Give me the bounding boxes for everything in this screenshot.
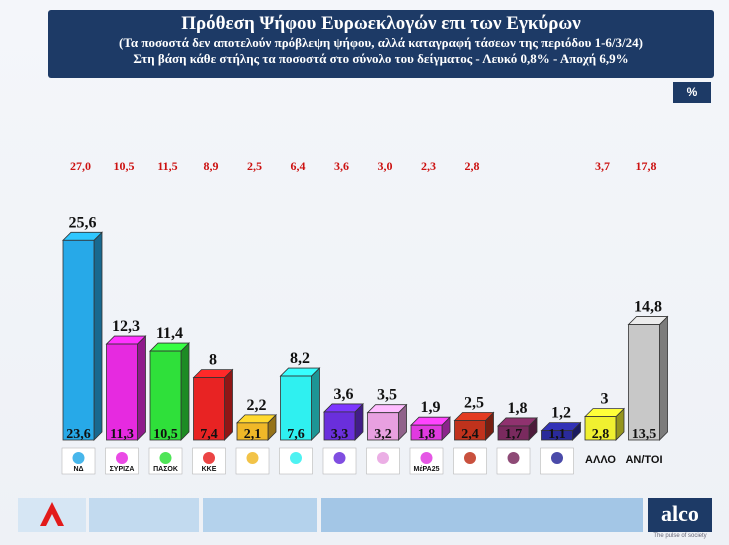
brand-logo: alco <box>648 498 712 532</box>
bar-base-label-10: 1,7 <box>505 427 523 442</box>
chart-header: Πρόθεση Ψήφου Ευρωεκλογών επι των Εγκύρω… <box>48 10 714 78</box>
bar-1 <box>106 343 138 441</box>
prev-value-label-8: 2,3 <box>421 159 436 173</box>
prev-value-label-7: 3,0 <box>378 159 393 173</box>
bar-side-0 <box>93 231 103 441</box>
bar-6 <box>323 411 356 441</box>
prev-value-label-3: 8,9 <box>204 159 219 173</box>
party-logo-icon-1 <box>116 452 128 464</box>
category-label-12: ΑΛΛΟ <box>585 454 616 466</box>
prev-value-label-9: 2,8 <box>465 159 480 173</box>
bar-2 <box>149 350 182 441</box>
party-logo-icon-10 <box>507 452 520 464</box>
chart-title: Πρόθεση Ψήφου Ευρωεκλογών επι των Εγκύρω… <box>181 13 581 34</box>
category-label-3: ΚΚΕ <box>202 466 217 473</box>
bar-0 <box>62 239 95 441</box>
category-label-8: ΜέΡΑ25 <box>414 466 440 473</box>
footer-stripe-2 <box>89 498 199 532</box>
category-label-13: ΑΝ/ΤΟΙ <box>625 454 662 466</box>
bar-12 <box>584 416 617 441</box>
bar-base-label-7: 3,2 <box>374 427 392 442</box>
bar-value-label-0: 25,6 <box>69 214 97 231</box>
bar-base-label-3: 7,4 <box>200 427 218 442</box>
prev-value-label-4: 2,5 <box>247 159 262 173</box>
bar-side-1 <box>137 335 146 441</box>
party-logo-icon-6 <box>333 452 346 464</box>
category-label-1: ΣΥΡΙΖΑ <box>110 466 135 473</box>
prev-value-label-1: 10,5 <box>114 159 135 173</box>
bar-value-label-7: 3,5 <box>377 387 397 404</box>
percent-badge: % <box>673 82 711 103</box>
prev-value-label-5: 6,4 <box>291 159 306 173</box>
bar-value-label-3: 8 <box>209 352 217 369</box>
bar-base-label-12: 2,8 <box>592 427 610 442</box>
bar-base-label-4: 2,1 <box>244 427 262 442</box>
bar-side-3 <box>224 368 233 441</box>
bar-side-2 <box>180 342 190 441</box>
bar-4 <box>236 422 269 441</box>
channel-logo-icon <box>18 498 86 532</box>
bar-side-5 <box>311 367 320 441</box>
prev-value-label-6: 3,6 <box>334 159 349 173</box>
bar-value-label-8: 1,9 <box>421 399 441 416</box>
brand-tagline: The pulse of society <box>653 533 707 539</box>
party-logo-icon-7 <box>377 452 389 464</box>
bar-9 <box>454 420 486 441</box>
prev-value-label-13: 17,8 <box>636 159 657 173</box>
category-label-0: ΝΔ <box>73 466 83 473</box>
bar-5 <box>280 375 312 441</box>
bar-value-label-12: 3 <box>601 391 609 408</box>
bar-value-label-5: 8,2 <box>290 350 310 367</box>
bar-8 <box>410 424 443 441</box>
bar-base-label-0: 23,6 <box>66 427 91 442</box>
chart-subtitle-2: Στη βάση κάθε στήλης τα ποσοστά στο σύνο… <box>133 51 629 66</box>
party-logo-icon-2 <box>159 452 172 464</box>
footer-stripe-3 <box>203 498 317 532</box>
bar-value-label-4: 2,2 <box>247 397 267 414</box>
footer-stripe-4 <box>321 498 643 532</box>
bar-value-label-1: 12,3 <box>112 318 140 335</box>
bar-base-label-9: 2,4 <box>461 427 479 442</box>
bar-base-label-13: 13,5 <box>632 427 657 442</box>
prev-value-label-12: 3,7 <box>595 159 610 173</box>
bar-base-label-11: 1,1 <box>548 427 566 442</box>
bar-base-label-2: 10,5 <box>153 427 178 442</box>
party-logo-icon-9 <box>464 452 476 464</box>
bar-base-label-5: 7,6 <box>287 427 305 442</box>
bar-11 <box>541 430 573 441</box>
bar-base-label-8: 1,8 <box>418 427 436 442</box>
category-label-2: ΠΑΣΟΚ <box>153 466 178 473</box>
party-logo-icon-3 <box>203 452 215 464</box>
party-logo-icon-11 <box>551 452 563 464</box>
chart-subtitle-1: (Τα ποσοστά δεν αποτελούν πρόβλεψη ψήφου… <box>119 35 643 50</box>
bar-3 <box>193 377 225 441</box>
party-logo-icon-5 <box>290 452 302 464</box>
party-logo-icon-8 <box>420 452 433 464</box>
prev-value-label-0: 27,0 <box>70 159 91 173</box>
party-logo-icon-4 <box>246 452 259 464</box>
bar-value-label-10: 1,8 <box>508 400 528 417</box>
bar-value-label-13: 14,8 <box>634 299 662 316</box>
bar-13 <box>628 324 660 441</box>
bar-value-label-11: 1,2 <box>551 405 571 422</box>
party-logo-icon-0 <box>72 452 85 464</box>
bar-value-label-9: 2,5 <box>464 395 484 412</box>
bar-base-label-1: 11,3 <box>110 427 134 442</box>
bar-value-label-6: 3,6 <box>334 386 354 403</box>
bar-base-label-6: 3,3 <box>331 427 349 442</box>
bar-value-label-2: 11,4 <box>156 325 183 342</box>
bar-10 <box>497 425 530 441</box>
bar-side-13 <box>659 315 668 441</box>
bar-7 <box>367 412 399 441</box>
prev-value-label-2: 11,5 <box>157 159 177 173</box>
